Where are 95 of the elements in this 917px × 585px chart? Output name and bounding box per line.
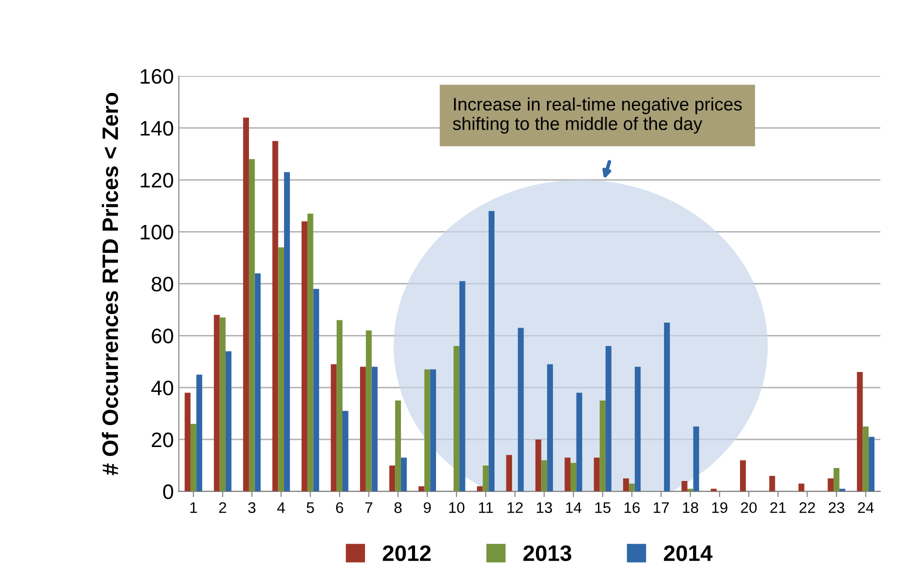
bar	[366, 330, 372, 492]
bar	[518, 328, 524, 492]
bar	[535, 439, 542, 492]
y-tick-label: 60	[152, 328, 174, 344]
y-tick-label: 140	[140, 120, 174, 136]
x-tick-label: 11	[478, 502, 493, 513]
y-tick-label: 20	[152, 432, 174, 448]
x-tick-label: 23	[828, 502, 844, 514]
bar	[664, 322, 670, 492]
bar	[372, 366, 378, 492]
annotation: Increase in real-time negative prices shifting to the middle of the day	[452, 97, 742, 134]
bar	[254, 273, 261, 492]
x-tick-label: 6	[336, 502, 344, 514]
x-tick-label: 16	[624, 502, 640, 514]
bar	[682, 481, 688, 492]
x-tick-label: 1	[190, 502, 197, 513]
x-tick-label: 12	[508, 502, 523, 513]
x-tick-label: 14	[566, 502, 582, 513]
x-tick-label: 24	[858, 502, 874, 513]
bar	[862, 426, 869, 492]
bar	[476, 486, 483, 492]
bar	[302, 221, 308, 492]
bar	[798, 484, 804, 492]
legend-label: 2014	[664, 545, 712, 562]
x-tick-label: 3	[248, 502, 256, 514]
bar	[454, 346, 460, 492]
y-tick-label: 40	[151, 380, 174, 396]
bar	[430, 369, 436, 492]
bar	[360, 366, 366, 492]
x-tick-label: 8	[394, 502, 402, 514]
bar	[547, 364, 553, 492]
bar	[313, 288, 320, 492]
x-tick-label: 7	[365, 502, 372, 513]
bar	[342, 410, 348, 492]
x-tick-label: 19	[712, 502, 728, 514]
bar	[740, 460, 746, 492]
bar	[856, 372, 863, 492]
bar	[389, 465, 396, 492]
bar	[459, 281, 466, 492]
bar	[482, 465, 489, 492]
bar	[284, 172, 290, 492]
bar	[623, 478, 629, 492]
bar	[196, 374, 202, 492]
bar	[834, 468, 840, 492]
bar	[214, 314, 220, 492]
bar	[184, 392, 191, 492]
bar	[628, 484, 635, 492]
y-axis-title: # Of Occurrences RTD Prices < Zero	[102, 92, 118, 476]
y-tick-label: 100	[140, 224, 174, 240]
bar	[541, 460, 548, 492]
bar	[272, 140, 278, 492]
bar	[570, 462, 576, 492]
bar	[226, 351, 232, 492]
bar	[278, 247, 284, 492]
bar	[634, 366, 641, 492]
bar	[594, 458, 600, 492]
bar	[606, 346, 612, 492]
x-tick-label: 9	[424, 502, 431, 514]
bar	[243, 118, 249, 492]
y-tick-label: 120	[140, 172, 174, 188]
x-tick-label: 2	[219, 502, 226, 513]
bar	[576, 392, 582, 492]
legend-label: 2012	[382, 545, 431, 562]
bar	[424, 369, 430, 492]
x-tick-label: 22	[800, 502, 815, 513]
x-tick-label: 21	[770, 502, 786, 513]
y-tick-label: 160	[140, 69, 174, 84]
bar	[307, 214, 314, 492]
bar	[868, 436, 874, 492]
bar	[693, 426, 700, 492]
bar	[248, 159, 255, 492]
bar	[336, 320, 342, 492]
x-tick-label: 17	[654, 502, 669, 513]
bar	[564, 458, 570, 492]
bar	[395, 400, 401, 492]
x-tick-label: 4	[277, 502, 285, 513]
bar	[190, 424, 196, 492]
y-tick-label: 0	[163, 484, 174, 500]
bar	[828, 478, 834, 492]
bar	[600, 400, 606, 492]
x-tick-label: 13	[536, 502, 552, 514]
bar	[488, 211, 494, 492]
x-tick-label: 15	[595, 502, 610, 514]
bar	[220, 317, 226, 492]
bar	[400, 458, 407, 492]
x-tick-label: 10	[449, 502, 464, 514]
x-tick-label: 5	[306, 502, 314, 514]
bar	[506, 455, 512, 492]
legend-label: 2013	[523, 545, 572, 562]
x-tick-label: 20	[741, 502, 757, 514]
y-tick-label: 80	[152, 276, 174, 292]
x-tick-label: 18	[683, 502, 698, 514]
bar	[769, 476, 776, 492]
bar	[330, 364, 337, 492]
bar	[418, 486, 424, 492]
